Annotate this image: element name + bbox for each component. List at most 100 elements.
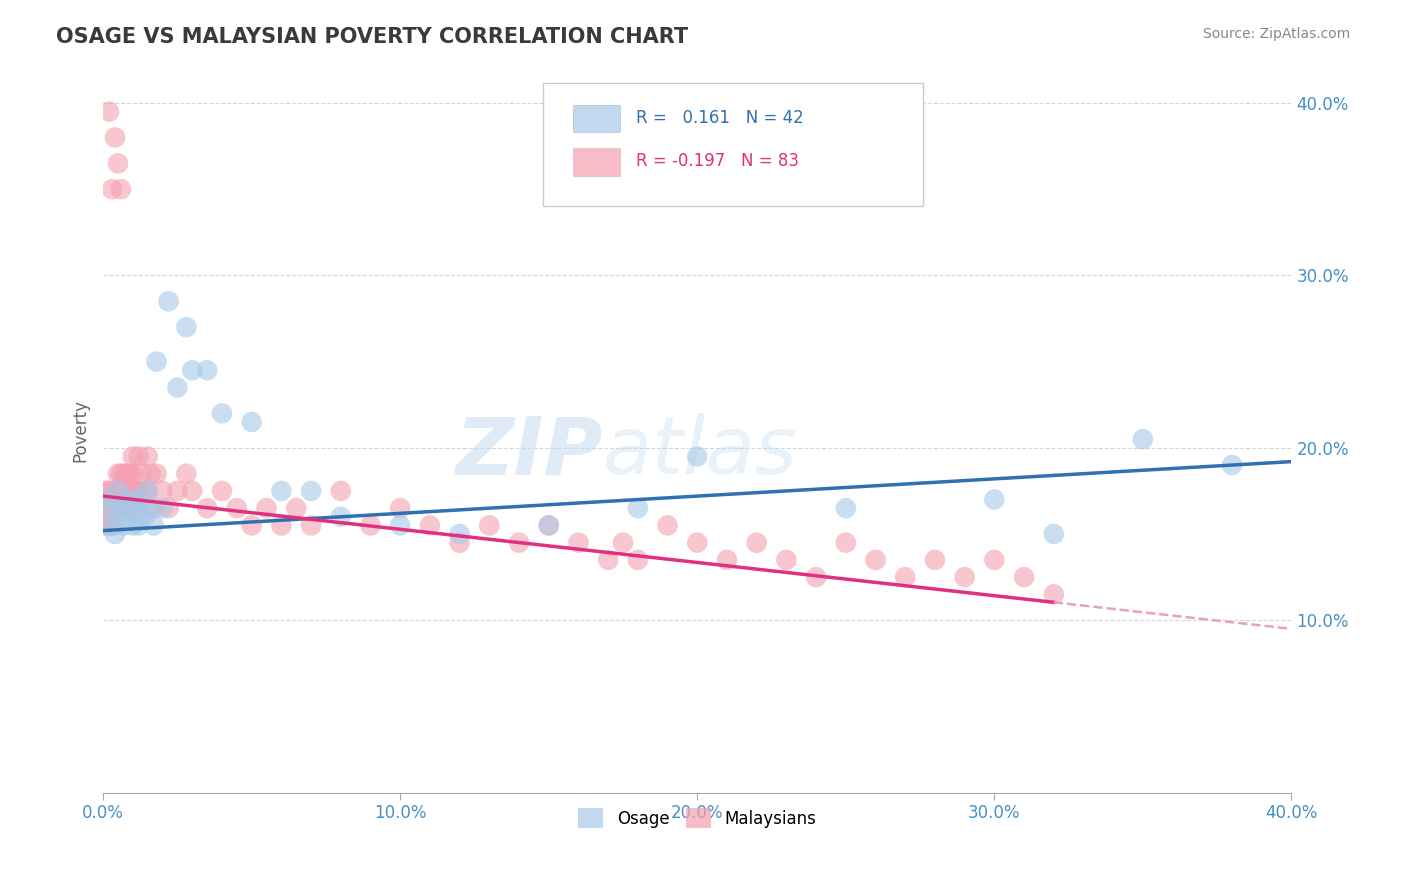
Point: [285, 501, 308, 516]
Point: [118, 492, 141, 507]
Point: [101, 501, 124, 516]
FancyBboxPatch shape: [572, 148, 620, 176]
Point: [94, 518, 117, 533]
Point: [612, 535, 634, 549]
Text: R =   0.161   N = 42: R = 0.161 N = 42: [636, 109, 803, 127]
Point: [110, 501, 132, 516]
Point: [745, 535, 768, 549]
Point: [686, 535, 709, 549]
Point: [125, 501, 148, 516]
Point: [240, 415, 263, 429]
Y-axis label: Poverty: Poverty: [72, 399, 89, 462]
Point: [112, 467, 135, 481]
Point: [110, 501, 132, 516]
Point: [1012, 570, 1035, 584]
Point: [835, 535, 858, 549]
Point: [121, 501, 143, 516]
Point: [125, 483, 148, 498]
Point: [537, 518, 560, 533]
Point: [101, 518, 124, 533]
Point: [181, 483, 204, 498]
Point: [121, 483, 143, 498]
Point: [121, 467, 143, 481]
Point: [104, 527, 127, 541]
Point: [1132, 432, 1154, 446]
Point: [118, 501, 141, 516]
Point: [98, 501, 121, 516]
Point: [142, 518, 165, 533]
Text: OSAGE VS MALAYSIAN POVERTY CORRELATION CHART: OSAGE VS MALAYSIAN POVERTY CORRELATION C…: [56, 27, 689, 46]
Point: [865, 553, 887, 567]
Point: [181, 363, 204, 377]
Point: [115, 467, 138, 481]
Point: [136, 483, 159, 498]
Point: [598, 553, 620, 567]
Point: [115, 501, 138, 516]
Point: [360, 518, 382, 533]
Point: [121, 518, 143, 533]
Point: [139, 467, 162, 481]
Text: ZIP: ZIP: [456, 413, 602, 491]
Point: [686, 450, 709, 464]
Point: [98, 483, 121, 498]
Point: [98, 518, 121, 533]
Point: [128, 518, 150, 533]
FancyBboxPatch shape: [543, 83, 924, 206]
Point: [449, 535, 471, 549]
Point: [176, 467, 198, 481]
Point: [101, 182, 124, 196]
Point: [1042, 527, 1064, 541]
Point: [121, 450, 143, 464]
Point: [329, 483, 352, 498]
Point: [329, 509, 352, 524]
Point: [134, 509, 156, 524]
Point: [835, 501, 858, 516]
Point: [508, 535, 530, 549]
Point: [240, 518, 263, 533]
Point: [107, 467, 129, 481]
Text: Source: ZipAtlas.com: Source: ZipAtlas.com: [1202, 27, 1350, 41]
Point: [176, 320, 198, 334]
Point: [157, 501, 180, 516]
Point: [118, 467, 141, 481]
Point: [104, 518, 127, 533]
Point: [112, 483, 135, 498]
Point: [107, 156, 129, 170]
Point: [225, 501, 247, 516]
Text: R = -0.197   N = 83: R = -0.197 N = 83: [636, 153, 799, 170]
Point: [104, 130, 127, 145]
Point: [136, 483, 159, 498]
Point: [115, 501, 138, 516]
Point: [627, 553, 650, 567]
Point: [98, 104, 121, 119]
Point: [299, 518, 322, 533]
Point: [983, 492, 1005, 507]
Point: [389, 501, 412, 516]
Point: [136, 450, 159, 464]
Point: [139, 501, 162, 516]
Legend: Osage, Malaysians: Osage, Malaysians: [572, 801, 823, 835]
Point: [101, 501, 124, 516]
Point: [1220, 458, 1243, 472]
Point: [299, 483, 322, 498]
Point: [716, 553, 738, 567]
Point: [107, 483, 129, 498]
Point: [115, 483, 138, 498]
Point: [775, 553, 797, 567]
Point: [195, 501, 218, 516]
Point: [270, 518, 292, 533]
Point: [983, 553, 1005, 567]
Point: [804, 570, 827, 584]
Point: [157, 294, 180, 309]
Point: [627, 501, 650, 516]
Point: [256, 501, 278, 516]
Point: [94, 492, 117, 507]
Point: [145, 467, 167, 481]
Point: [152, 483, 174, 498]
Point: [98, 518, 121, 533]
Point: [128, 450, 150, 464]
Point: [478, 518, 501, 533]
FancyBboxPatch shape: [572, 104, 620, 132]
Point: [657, 518, 679, 533]
Point: [152, 501, 174, 516]
